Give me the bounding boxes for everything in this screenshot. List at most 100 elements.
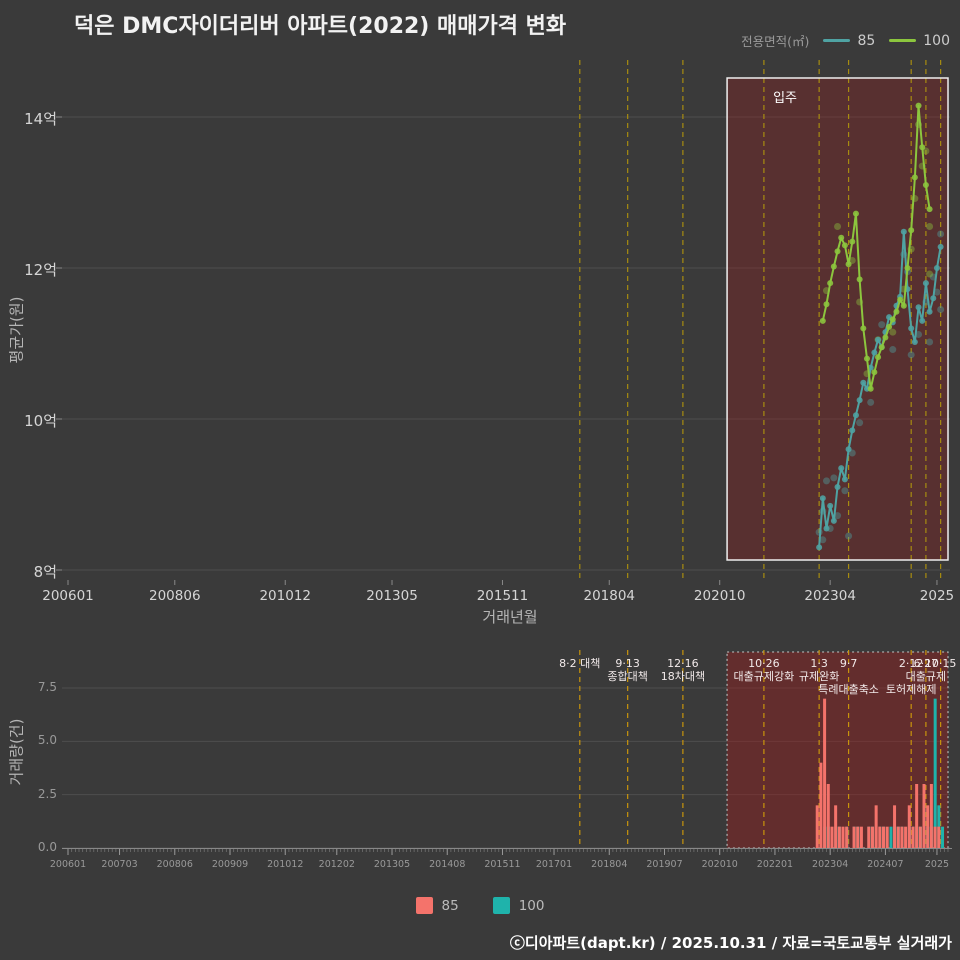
volume-bar-85 xyxy=(878,826,882,848)
policy-date: 6·27 xyxy=(913,657,939,670)
policy-label: 특례대출축소 xyxy=(818,683,879,696)
area-legend-item-100: 100 xyxy=(889,33,950,49)
price-scatter-dot-85 xyxy=(834,512,842,520)
volume-bar-85 xyxy=(918,826,922,848)
area-legend-item-85: 85 xyxy=(823,33,875,49)
volume-x-tick-label: 201305 xyxy=(373,859,411,870)
price-x-tick-label: 201305 xyxy=(366,588,418,604)
page-title: 덕은 DMC자이더리버 아파트(2022) 매매가격 변화 xyxy=(74,14,567,39)
policy-date: 9·7 xyxy=(839,657,858,670)
volume-y-tick-label: 2.5 xyxy=(37,786,57,801)
price-dot-85 xyxy=(860,379,867,386)
volume-x-tick-label: 202010 xyxy=(701,859,738,870)
price-x-axis-title: 거래년월 xyxy=(482,608,538,626)
volume-bar-85 xyxy=(830,826,834,848)
policy-label: 규제완화 xyxy=(798,670,840,683)
price-dot-85 xyxy=(823,525,830,532)
volume-bar-85 xyxy=(893,805,897,848)
bar-swatch-85 xyxy=(415,897,433,914)
policy-annotation: 1·3 규제완화 xyxy=(799,657,839,683)
volume-x-tick-label: 202201 xyxy=(756,859,794,870)
volume-bar-85 xyxy=(907,805,911,848)
volume-bar-85 xyxy=(852,826,856,848)
price-dot-85 xyxy=(922,280,929,287)
price-x-tick-label: 201012 xyxy=(259,588,312,604)
price-dot-100 xyxy=(911,174,918,181)
series-legend-label-100: 100 xyxy=(518,897,545,914)
volume-x-tick-label: 201202 xyxy=(318,859,355,870)
series-legend-item-100: 100 xyxy=(492,897,545,914)
policy-label: 18차대책 xyxy=(660,670,706,683)
price-dot-85 xyxy=(830,517,837,524)
volume-y-tick-label: 0.0 xyxy=(37,840,57,854)
policy-annotation: 2·12 토허제해제 xyxy=(886,657,937,696)
price-dot-85 xyxy=(933,265,940,271)
policy-label: 대출규제 xyxy=(905,670,947,683)
price-x-tick-label: 2025 xyxy=(919,588,955,604)
policy-annotation: 8·2 대책 xyxy=(559,657,600,670)
volume-x-tick-label: 201701 xyxy=(535,859,573,870)
area-legend-label-85: 85 xyxy=(857,32,876,49)
price-scatter-dot-85 xyxy=(937,230,945,238)
policy-date: 10·15 xyxy=(924,657,957,670)
price-dot-100 xyxy=(827,280,834,287)
price-scatter-dot-100 xyxy=(926,270,934,278)
price-dot-100 xyxy=(823,301,830,308)
volume-minor-ticks xyxy=(67,849,949,852)
price-y-axis-title: 평균가(원) xyxy=(7,296,26,364)
price-x-tick-label: 202010 xyxy=(693,588,746,604)
price-dot-85 xyxy=(849,427,856,434)
price-scatter-dot-85 xyxy=(856,419,864,427)
price-scatter-dot-85 xyxy=(926,338,934,346)
price-dot-100 xyxy=(849,238,856,245)
area-legend: 전용면적(㎡) 85 100 xyxy=(741,31,950,50)
price-dot-100 xyxy=(893,308,900,315)
price-scatter-dot-85 xyxy=(878,321,886,329)
policy-annotation: 9·13 종합대책 xyxy=(607,657,647,683)
volume-y-tick-label: 5.0 xyxy=(37,733,57,748)
price-x-tick-label: 200601 xyxy=(42,588,94,604)
series-legend: 85 100 xyxy=(0,897,960,914)
volume-region-border xyxy=(726,651,949,849)
price-scatter-dot-85 xyxy=(937,306,945,314)
volume-x-tick-label: 201012 xyxy=(267,859,304,870)
volume-bar-85 xyxy=(826,784,830,848)
price-scatter-dot-85 xyxy=(867,398,875,406)
price-x-tick-label: 202304 xyxy=(804,588,856,604)
volume-bar-85 xyxy=(815,805,819,848)
volume-bar-85 xyxy=(933,826,937,848)
volume-x-tick-label: 200703 xyxy=(101,859,138,870)
volume-bar-100 xyxy=(941,826,945,848)
area-legend-label-100: 100 xyxy=(923,32,950,49)
volume-bar-85 xyxy=(937,826,941,848)
price-scatter-dot-100 xyxy=(889,328,897,336)
volume-bar-85 xyxy=(896,826,900,848)
price-dot-100 xyxy=(834,248,841,255)
footer-credit: ⓒ디아파트(dapt.kr) / 2025.10.31 / 자료=국토교통부 실… xyxy=(509,934,952,952)
price-y-tick-label: 10억 xyxy=(24,412,57,430)
price-dot-85 xyxy=(838,465,845,472)
series-legend-label-85: 85 xyxy=(441,897,459,914)
price-dot-100 xyxy=(830,263,837,270)
price-dot-100 xyxy=(863,355,870,362)
price-y-tick-label: 12억 xyxy=(24,261,57,279)
volume-bar-85 xyxy=(926,805,930,848)
price-dot-100 xyxy=(860,325,867,332)
area-legend-title: 전용면적(㎡) xyxy=(741,34,810,49)
price-dot-100 xyxy=(838,234,845,241)
volume-x-tick-label: 201804 xyxy=(591,859,628,870)
volume-bar-85 xyxy=(870,826,874,848)
price-x-tick-label: 200806 xyxy=(148,588,201,604)
line-swatch-100 xyxy=(889,39,917,42)
price-dot-85 xyxy=(841,476,848,483)
policy-annotation: 10·26 대출규제강화 xyxy=(734,657,795,683)
volume-x-tick-label: 200601 xyxy=(49,859,87,870)
price-dot-100 xyxy=(867,385,874,392)
line-swatch-85 xyxy=(823,39,851,42)
policy-date: 2·12 xyxy=(898,657,924,670)
price-dot-85 xyxy=(930,295,937,302)
price-scatter-dot-85 xyxy=(907,351,915,359)
price-dot-85 xyxy=(819,495,826,502)
volume-x-tick-label: 201408 xyxy=(429,859,466,870)
